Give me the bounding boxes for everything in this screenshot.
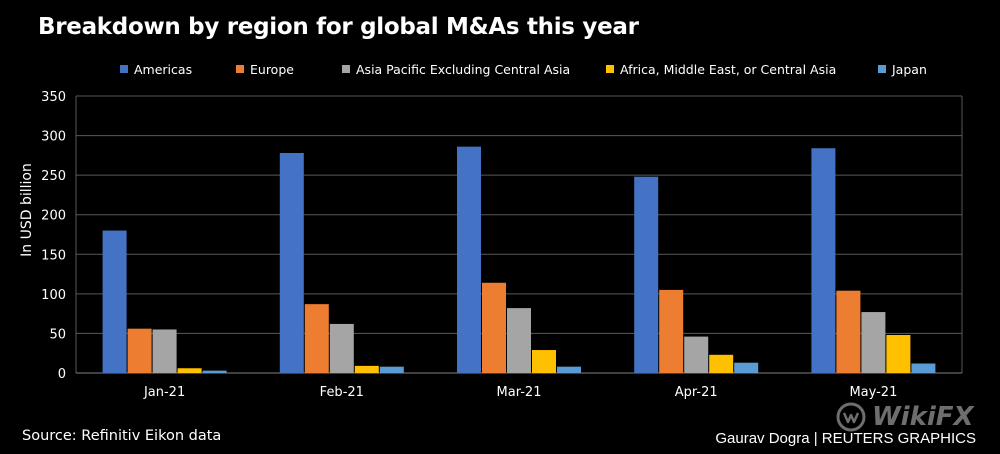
bar-europe-apr-21 — [659, 289, 684, 373]
bar-africa-middle-east-or-central-asia-may-21 — [886, 335, 911, 373]
legend-swatch — [120, 65, 128, 73]
bar-europe-mar-21 — [482, 282, 506, 373]
bar-japan-mar-21 — [557, 366, 581, 373]
bar-europe-feb-21 — [304, 304, 329, 373]
legend-swatch — [236, 65, 244, 73]
watermark-logo: WikiFX — [836, 398, 986, 436]
y-tick-label: 350 — [41, 90, 66, 105]
legend-item: Japan — [878, 60, 927, 78]
legend-item: Asia Pacific Excluding Central Asia — [342, 60, 570, 78]
y-tick-label: 100 — [41, 288, 66, 303]
chart-canvas: 0 50 100 150 200 250 300 350 Jan-21 Feb-21 Mar-21 A… — [19, 90, 963, 400]
legend-label: Japan — [892, 61, 927, 77]
axes: 0 50 100 150 200 250 300 350 Jan-21 Feb-21 Mar-21 A… — [41, 90, 897, 400]
watermark-icon — [836, 402, 866, 432]
legend-item: Europe — [236, 60, 294, 78]
y-axis-label: In USD billion — [19, 163, 35, 257]
legend-swatch — [606, 65, 614, 73]
bar-europe-may-21 — [836, 290, 861, 373]
chart-title: Breakdown by region for global M&As this… — [38, 14, 639, 40]
legend-label: Europe — [250, 61, 294, 77]
legend-item: Africa, Middle East, or Central Asia — [606, 60, 836, 78]
bar-asia-pacific-excluding-central-asia-feb-21 — [329, 323, 354, 373]
source-note: Source: Refinitiv Eikon data — [22, 428, 222, 444]
credit-line: Gaurav Dogra | REUTERS GRAPHICS — [715, 430, 976, 447]
legend-swatch — [342, 65, 350, 73]
bars — [102, 146, 936, 373]
x-tick-label: Feb-21 — [320, 385, 364, 400]
bar-japan-apr-21 — [734, 362, 759, 373]
bar-europe-jan-21 — [127, 328, 152, 373]
y-tick-label: 150 — [41, 248, 66, 263]
bar-africa-middle-east-or-central-asia-apr-21 — [709, 354, 734, 373]
x-tick-label: May-21 — [849, 385, 897, 400]
y-tick-label: 0 — [58, 367, 66, 382]
y-tick-label: 200 — [41, 209, 66, 224]
legend-label: Asia Pacific Excluding Central Asia — [356, 61, 571, 77]
bar-japan-feb-21 — [379, 366, 404, 373]
bar-asia-pacific-excluding-central-asia-apr-21 — [684, 336, 709, 373]
y-tick-label: 300 — [41, 130, 66, 145]
bar-asia-pacific-excluding-central-asia-jan-21 — [152, 329, 177, 373]
legend-label: Americas — [134, 61, 193, 77]
bar-japan-jan-21 — [202, 370, 227, 373]
y-tick-label: 50 — [49, 327, 66, 342]
bar-americas-apr-21 — [634, 176, 659, 373]
bar-asia-pacific-excluding-central-asia-mar-21 — [507, 308, 531, 373]
legend-item: Americas — [120, 60, 192, 78]
x-tick-label: Mar-21 — [497, 385, 542, 400]
watermark-text: WikiFX — [872, 402, 974, 432]
bar-americas-mar-21 — [457, 146, 481, 373]
bar-africa-middle-east-or-central-asia-mar-21 — [532, 350, 556, 373]
legend-label: Africa, Middle East, or Central Asia — [620, 61, 837, 77]
bar-asia-pacific-excluding-central-asia-may-21 — [861, 312, 886, 373]
bar-japan-may-21 — [911, 363, 936, 373]
bar-africa-middle-east-or-central-asia-feb-21 — [354, 365, 379, 373]
bar-americas-jan-21 — [102, 230, 127, 373]
y-tick-label: 250 — [41, 169, 66, 184]
legend-swatch — [878, 65, 886, 73]
bar-africa-middle-east-or-central-asia-jan-21 — [177, 368, 202, 373]
bar-americas-may-21 — [811, 148, 836, 373]
legend: Americas Europe Asia Pacific Excluding Cen… — [0, 60, 1000, 78]
bar-americas-feb-21 — [279, 152, 304, 373]
x-tick-label: Apr-21 — [675, 385, 718, 400]
x-tick-label: Jan-21 — [143, 385, 185, 400]
